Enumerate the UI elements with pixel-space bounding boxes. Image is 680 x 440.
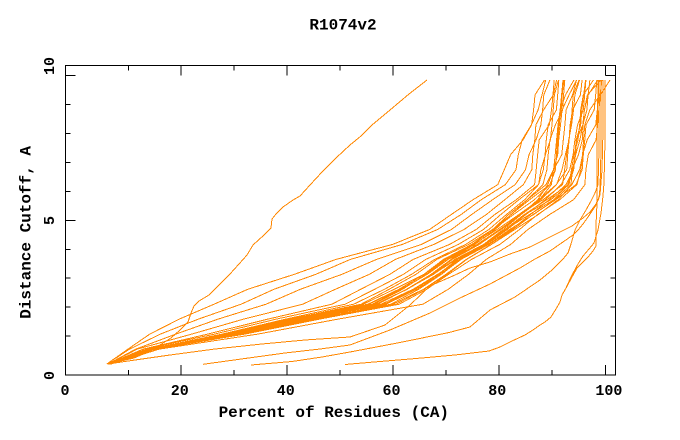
svg-text:40: 40 xyxy=(277,383,295,400)
svg-text:Percent of Residues (CA): Percent of Residues (CA) xyxy=(219,404,449,422)
svg-text:5: 5 xyxy=(42,216,59,225)
svg-text:20: 20 xyxy=(171,383,189,400)
svg-text:Distance Cutoff, A: Distance Cutoff, A xyxy=(18,146,36,319)
svg-text:R1074v2: R1074v2 xyxy=(309,17,376,35)
svg-text:80: 80 xyxy=(488,383,506,400)
svg-text:0: 0 xyxy=(60,383,69,400)
svg-text:60: 60 xyxy=(382,383,400,400)
svg-text:0: 0 xyxy=(42,371,59,380)
svg-text:100: 100 xyxy=(595,383,622,400)
svg-text:10: 10 xyxy=(42,57,59,75)
